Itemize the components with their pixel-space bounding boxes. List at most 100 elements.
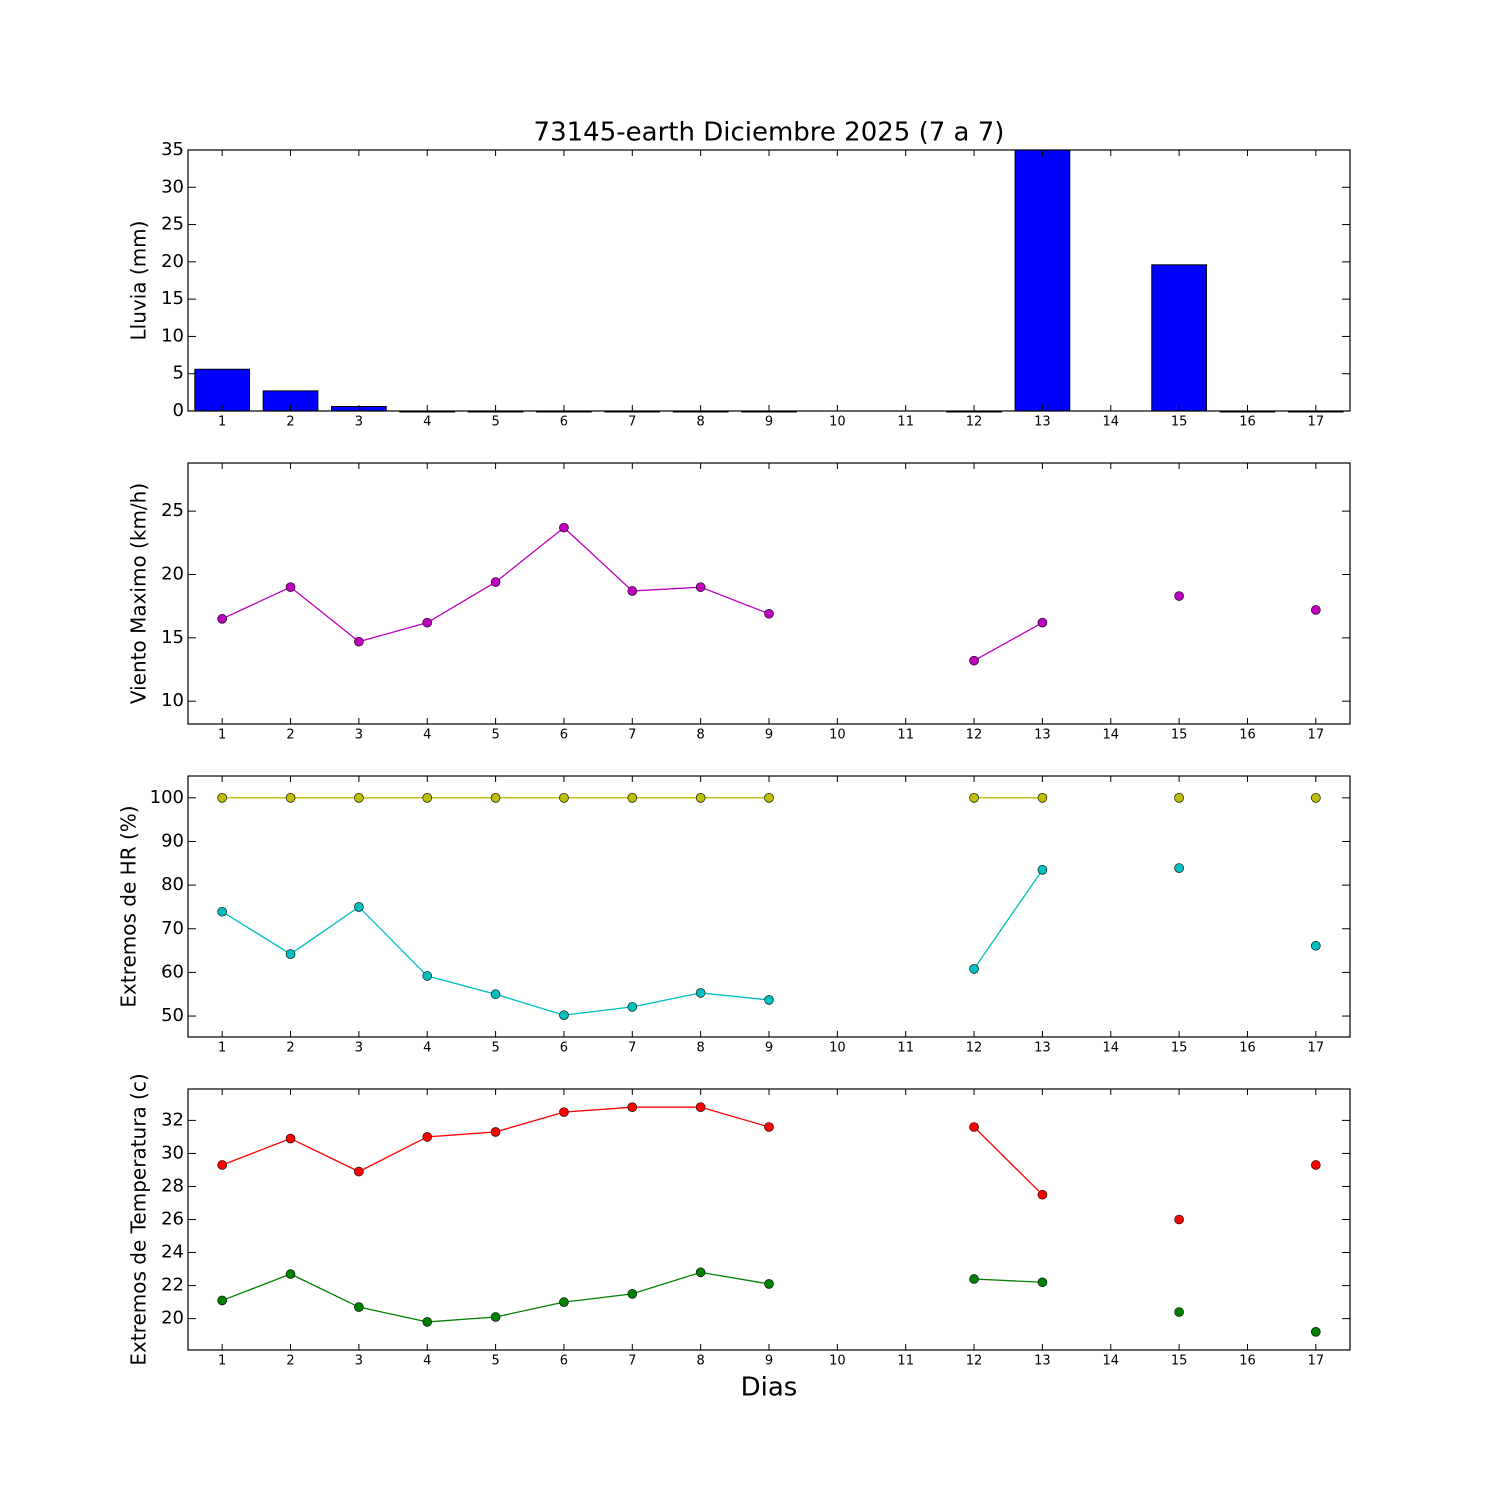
point (354, 1302, 364, 1312)
point (217, 1295, 227, 1306)
point (217, 793, 227, 803)
y-tick-label: 15 (161, 288, 184, 309)
x-tick-label: 2 (286, 1041, 294, 1056)
point (490, 989, 501, 1000)
y-tick-label: 60 (161, 961, 184, 982)
x-tick-label: 17 (1308, 415, 1325, 430)
x-tick-label: 2 (286, 1354, 294, 1369)
y-axis-label: Lluvia (mm) (127, 221, 151, 341)
point (969, 964, 979, 974)
y-tick-label: 26 (161, 1209, 184, 1230)
point (695, 1102, 706, 1112)
x-tick-label: 14 (1102, 415, 1119, 430)
x-axis-label: Dias (741, 1373, 798, 1403)
x-tick-label: 6 (560, 1041, 568, 1056)
x-tick-label: 12 (966, 415, 983, 430)
point (217, 906, 227, 917)
x-tick-label: 2 (286, 415, 294, 430)
x-tick-label: 6 (560, 1354, 568, 1369)
x-tick-label: 8 (697, 1041, 705, 1056)
point (285, 949, 296, 959)
point (1174, 591, 1184, 601)
x-tick-label: 6 (560, 415, 568, 430)
x-tick-label: 5 (491, 728, 499, 743)
point (1174, 1214, 1184, 1225)
point (559, 1297, 569, 1307)
point (490, 793, 501, 803)
x-tick-label: 14 (1102, 1354, 1119, 1369)
x-tick-label: 10 (829, 1354, 846, 1369)
x-tick-label: 4 (423, 415, 431, 430)
x-tick-label: 2 (286, 728, 294, 743)
y-tick-label: 90 (161, 830, 184, 851)
x-tick-label: 15 (1171, 1354, 1188, 1369)
point (1174, 793, 1184, 803)
point (969, 1274, 979, 1284)
point (354, 902, 364, 912)
point (627, 793, 638, 803)
x-tick-label: 14 (1102, 728, 1119, 743)
point (354, 793, 364, 803)
y-tick-label: 5 (173, 363, 184, 384)
y-tick-label: 24 (161, 1242, 184, 1263)
x-tick-label: 17 (1308, 728, 1325, 743)
y-axis-label: Viento Maximo (km/h) (127, 483, 151, 704)
x-tick-label: 1 (218, 415, 226, 430)
point (627, 586, 638, 596)
point (422, 971, 433, 981)
bar (1014, 149, 1071, 412)
x-tick-label: 1 (218, 1354, 226, 1369)
x-tick-label: 12 (966, 728, 983, 743)
point (285, 1133, 296, 1144)
x-tick-label: 13 (1034, 1041, 1051, 1056)
point (764, 995, 774, 1005)
point (1037, 617, 1048, 628)
point (285, 1269, 296, 1279)
y-tick-label: 100 (150, 787, 184, 808)
point (490, 577, 501, 587)
x-tick-label: 11 (897, 728, 914, 743)
y-tick-label: 30 (161, 176, 184, 197)
point (217, 614, 227, 624)
x-tick-label: 11 (897, 1041, 914, 1056)
x-tick-label: 4 (423, 1354, 431, 1369)
y-tick-label: 22 (161, 1275, 184, 1296)
x-tick-label: 5 (491, 1041, 499, 1056)
x-tick-label: 12 (966, 1354, 983, 1369)
y-tick-label: 15 (161, 627, 184, 648)
point (1311, 940, 1321, 951)
x-tick-label: 13 (1034, 1354, 1051, 1369)
x-tick-label: 16 (1239, 1041, 1256, 1056)
point (490, 1127, 501, 1137)
point (1174, 863, 1184, 873)
y-tick-label: 28 (161, 1175, 184, 1196)
point (969, 793, 979, 803)
point (627, 1002, 638, 1012)
x-tick-label: 3 (355, 728, 363, 743)
x-tick-label: 3 (355, 415, 363, 430)
point (1037, 1277, 1048, 1288)
point (559, 522, 569, 533)
point (422, 793, 433, 803)
y-tick-label: 10 (161, 690, 184, 711)
x-tick-label: 4 (423, 728, 431, 743)
point (764, 1279, 774, 1289)
x-tick-label: 5 (491, 415, 499, 430)
x-tick-label: 7 (628, 415, 636, 430)
x-tick-label: 15 (1171, 415, 1188, 430)
x-tick-label: 9 (765, 1354, 773, 1369)
point (1037, 1189, 1048, 1200)
x-tick-label: 16 (1239, 728, 1256, 743)
x-tick-label: 7 (628, 728, 636, 743)
y-tick-label: 20 (161, 563, 184, 584)
x-tick-label: 15 (1171, 1041, 1188, 1056)
point (217, 1160, 227, 1170)
point (1311, 793, 1321, 803)
x-tick-label: 13 (1034, 415, 1051, 430)
x-tick-label: 10 (829, 415, 846, 430)
point (695, 793, 706, 803)
x-tick-label: 1 (218, 728, 226, 743)
